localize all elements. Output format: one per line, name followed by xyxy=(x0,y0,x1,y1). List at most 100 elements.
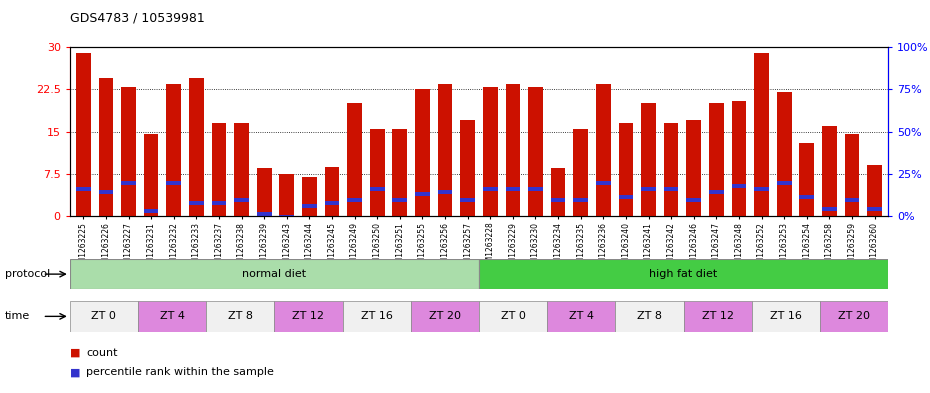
Bar xyxy=(415,193,430,196)
Bar xyxy=(76,187,90,191)
Bar xyxy=(121,86,136,216)
Bar xyxy=(483,187,498,191)
Text: count: count xyxy=(86,348,118,358)
Bar xyxy=(732,184,746,188)
Bar xyxy=(144,134,158,216)
Bar xyxy=(618,195,633,199)
Text: time: time xyxy=(5,311,30,321)
Bar xyxy=(279,215,294,219)
Bar xyxy=(551,198,565,202)
Bar xyxy=(189,201,204,205)
Bar xyxy=(596,181,611,185)
Bar xyxy=(234,123,249,216)
Bar xyxy=(166,84,181,216)
Bar xyxy=(820,301,888,332)
Bar xyxy=(347,198,362,202)
Text: ZT 12: ZT 12 xyxy=(701,311,734,321)
Bar xyxy=(166,181,181,185)
Bar xyxy=(479,301,547,332)
Bar xyxy=(686,198,701,202)
Bar xyxy=(342,301,411,332)
Bar xyxy=(144,209,158,213)
Text: ZT 0: ZT 0 xyxy=(500,311,525,321)
Text: ZT 4: ZT 4 xyxy=(569,311,593,321)
Bar xyxy=(206,301,274,332)
Bar xyxy=(325,201,339,205)
Bar xyxy=(189,78,204,216)
Bar xyxy=(641,103,656,216)
Text: percentile rank within the sample: percentile rank within the sample xyxy=(86,367,274,377)
Bar xyxy=(573,129,588,216)
Bar xyxy=(70,259,479,289)
Bar xyxy=(99,78,113,216)
Bar xyxy=(777,92,791,216)
Bar xyxy=(618,123,633,216)
Bar xyxy=(347,103,362,216)
Text: ZT 20: ZT 20 xyxy=(429,311,461,321)
Bar xyxy=(392,129,407,216)
Text: ZT 16: ZT 16 xyxy=(770,311,802,321)
Bar xyxy=(460,198,475,202)
Bar xyxy=(868,165,882,216)
Bar xyxy=(596,84,611,216)
Bar xyxy=(370,129,385,216)
Text: ZT 20: ZT 20 xyxy=(838,311,870,321)
Text: ZT 16: ZT 16 xyxy=(361,311,392,321)
Bar xyxy=(547,301,616,332)
Bar xyxy=(822,207,837,211)
Bar xyxy=(868,207,882,211)
Bar xyxy=(551,168,565,216)
Bar xyxy=(392,198,407,202)
Text: ZT 8: ZT 8 xyxy=(637,311,662,321)
Bar xyxy=(684,301,751,332)
Bar xyxy=(438,84,452,216)
Bar xyxy=(573,198,588,202)
Bar xyxy=(754,187,769,191)
Text: ■: ■ xyxy=(70,348,80,358)
Text: high fat diet: high fat diet xyxy=(649,269,718,279)
Bar xyxy=(70,301,138,332)
Bar xyxy=(138,301,206,332)
Bar xyxy=(528,187,543,191)
Bar xyxy=(212,201,226,205)
Text: ZT 12: ZT 12 xyxy=(292,311,325,321)
Text: protocol: protocol xyxy=(5,269,50,279)
Bar xyxy=(506,84,520,216)
Text: ■: ■ xyxy=(70,367,80,377)
Text: ZT 4: ZT 4 xyxy=(160,311,184,321)
Bar xyxy=(234,198,249,202)
Bar xyxy=(686,120,701,216)
Bar xyxy=(751,301,820,332)
Bar xyxy=(754,53,769,216)
Bar xyxy=(616,301,684,332)
Bar xyxy=(274,301,342,332)
Bar xyxy=(302,204,317,208)
Bar xyxy=(279,174,294,216)
Text: ZT 8: ZT 8 xyxy=(228,311,253,321)
Text: ZT 0: ZT 0 xyxy=(91,311,116,321)
Bar xyxy=(709,103,724,216)
Bar xyxy=(257,168,272,216)
Text: GDS4783 / 10539981: GDS4783 / 10539981 xyxy=(70,12,205,25)
Bar xyxy=(777,181,791,185)
Bar xyxy=(99,190,113,194)
Bar xyxy=(844,198,859,202)
Bar xyxy=(76,53,90,216)
Bar xyxy=(302,177,317,216)
Bar xyxy=(844,134,859,216)
Bar xyxy=(411,301,479,332)
Bar xyxy=(732,101,746,216)
Bar xyxy=(641,187,656,191)
Bar xyxy=(370,187,385,191)
Bar xyxy=(479,259,888,289)
Bar xyxy=(800,195,814,199)
Bar xyxy=(506,187,520,191)
Bar xyxy=(325,167,339,216)
Bar xyxy=(483,86,498,216)
Bar xyxy=(460,120,475,216)
Bar xyxy=(212,123,226,216)
Bar xyxy=(709,190,724,194)
Bar xyxy=(528,86,543,216)
Bar xyxy=(664,123,679,216)
Text: normal diet: normal diet xyxy=(243,269,306,279)
